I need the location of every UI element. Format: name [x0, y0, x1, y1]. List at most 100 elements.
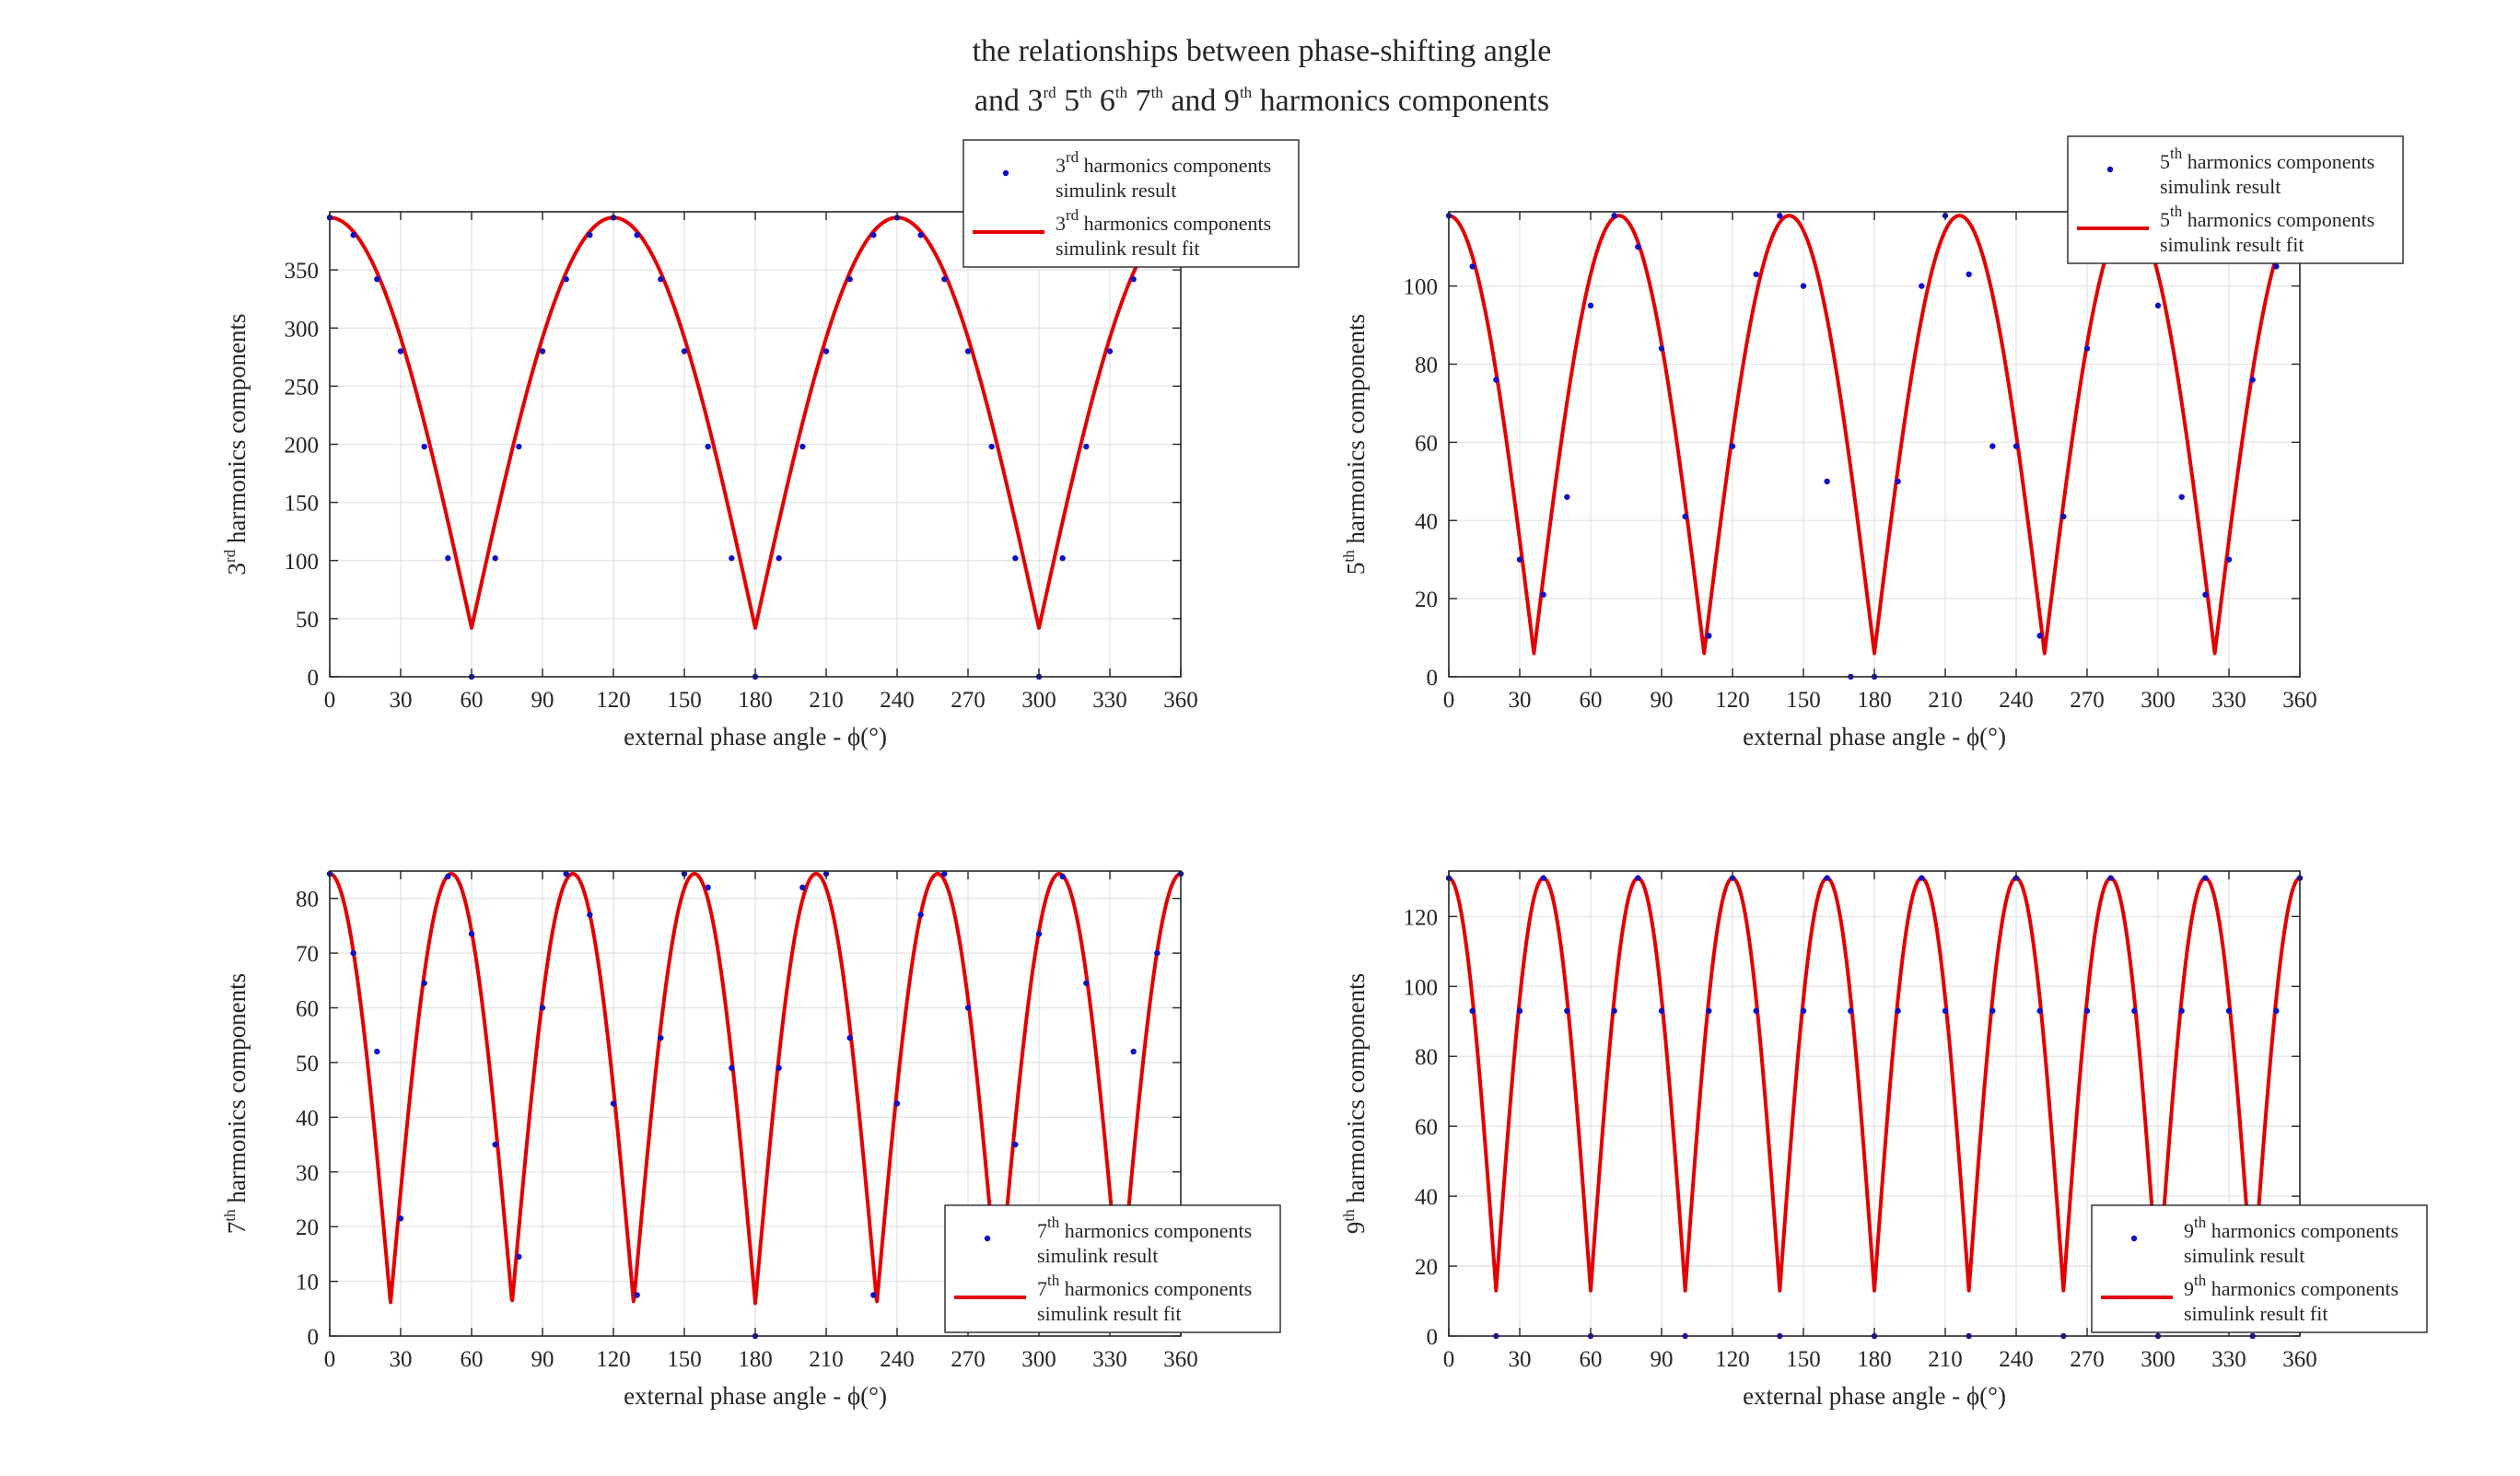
sim-data-point	[822, 348, 830, 354]
y-tick-label: 70	[296, 942, 319, 967]
x-tick-label: 180	[1857, 688, 1892, 713]
x-tick-label: 150	[667, 1347, 702, 1372]
x-axis-label: external phase angle - ϕ(°)	[624, 1382, 887, 1410]
sim-data-point	[1012, 555, 1019, 562]
x-tick-label: 270	[951, 688, 986, 713]
x-tick-label: 300	[2141, 688, 2176, 713]
legend-box	[962, 139, 1300, 268]
x-axis-label: external phase angle - ϕ(°)	[1743, 723, 2006, 750]
x-tick-label: 30	[390, 688, 413, 713]
sim-data-point	[799, 443, 806, 450]
sim-data-point	[2154, 302, 2162, 309]
sim-data-point	[1682, 513, 1688, 520]
x-tick-label: 240	[1999, 1347, 2034, 1372]
sim-data-point	[1800, 283, 1807, 289]
y-tick-label: 100	[285, 550, 320, 575]
sim-data-point	[1729, 443, 1736, 449]
sim-data-point	[1658, 345, 1665, 352]
fit-line-series	[1447, 214, 2302, 656]
legend-box	[2067, 135, 2404, 264]
x-tick-label: 180	[738, 1347, 773, 1372]
sim-data-point	[1611, 1007, 1617, 1015]
sim-data-point	[1516, 556, 1523, 563]
sim-data-point	[2036, 633, 2043, 639]
sim-data-point	[941, 870, 948, 877]
x-tick-label: 120	[596, 688, 631, 713]
sim-data-point	[1106, 348, 1114, 354]
sim-data-point	[1800, 1007, 1807, 1015]
sim-data-point	[1966, 271, 1972, 278]
sim-data-point	[1919, 283, 1925, 289]
sim-data-point	[1564, 1007, 1570, 1015]
y-tick-label: 40	[1415, 509, 1438, 534]
x-tick-label: 330	[2211, 1347, 2246, 1372]
sim-data-point	[539, 1005, 546, 1011]
y-tick-label: 100	[1404, 975, 1439, 1000]
sim-data-point	[492, 555, 498, 562]
x-tick-label: 90	[1651, 1347, 1674, 1372]
sim-data-point	[705, 884, 711, 891]
sim-data-point	[1706, 1007, 1712, 1015]
y-tick-label: 300	[285, 317, 320, 342]
sim-data-point	[2249, 377, 2256, 383]
x-tick-label: 240	[1999, 688, 2034, 713]
x-tick-label: 120	[596, 1347, 631, 1372]
sim-data-point	[2202, 591, 2209, 599]
x-tick-label: 330	[1092, 1347, 1127, 1372]
sim-data-point	[421, 443, 427, 450]
y-axis-label: 7th harmonics components	[221, 973, 251, 1234]
sim-data-point	[2202, 875, 2209, 881]
sim-data-point	[1587, 302, 1594, 309]
y-tick-label: 0	[1427, 1325, 1439, 1350]
y-tick-label: 50	[296, 1052, 319, 1076]
sim-data-point	[893, 1100, 901, 1107]
x-tick-label: 60	[1580, 1347, 1603, 1372]
x-tick-label: 210	[1928, 1347, 1963, 1372]
legend-sim-label-line2: simulink result	[1056, 179, 1176, 202]
sim-data-point	[610, 1100, 617, 1107]
sim-data-point	[1919, 875, 1925, 881]
x-tick-label: 150	[1786, 1347, 1821, 1372]
legend-sim-marker	[1002, 169, 1009, 177]
sim-data-point	[729, 1064, 735, 1072]
y-tick-label: 30	[296, 1161, 319, 1186]
x-tick-label: 60	[1580, 688, 1603, 713]
sim-data-point	[374, 276, 380, 283]
y-tick-label: 0	[308, 666, 320, 691]
legend-fit-label: 5th harmonics components	[2160, 203, 2374, 231]
sim-data-point	[1848, 1007, 1854, 1015]
sim-data-point	[397, 1215, 404, 1222]
sim-data-point	[988, 443, 995, 450]
sim-data-point	[2083, 1007, 2091, 1015]
x-tick-label: 210	[1928, 688, 1963, 713]
legend-fit-label-line2: simulink result fit	[1056, 237, 1199, 260]
x-tick-label: 270	[2070, 1347, 2105, 1372]
sim-data-point	[681, 348, 688, 354]
legend-box	[944, 1204, 1281, 1333]
fit-line-series	[328, 215, 1183, 630]
sim-data-point	[1469, 263, 1476, 270]
sim-data-point	[1059, 555, 1066, 562]
sim-data-point	[799, 884, 806, 891]
y-tick-label: 50	[296, 608, 319, 633]
sim-data-point	[1493, 377, 1499, 383]
x-tick-label: 300	[1021, 1347, 1056, 1372]
y-tick-label: 60	[1415, 1115, 1438, 1140]
sim-data-point	[1130, 1048, 1137, 1055]
y-tick-label: 80	[1415, 354, 1438, 378]
sim-data-point	[634, 232, 640, 238]
x-axis-label: external phase angle - ϕ(°)	[1743, 1382, 2006, 1410]
y-tick-label: 0	[1427, 666, 1439, 691]
x-tick-label: 0	[324, 688, 336, 713]
sim-data-point	[2273, 1007, 2280, 1015]
sim-data-point	[1824, 478, 1830, 485]
x-tick-label: 60	[461, 1347, 484, 1372]
sim-data-point	[964, 348, 972, 354]
sim-data-point	[2225, 556, 2233, 563]
legend-sim-marker	[2130, 1235, 2138, 1242]
legend-sim-marker	[984, 1235, 991, 1242]
sim-data-point	[776, 555, 782, 562]
sim-data-point	[1753, 1007, 1759, 1015]
